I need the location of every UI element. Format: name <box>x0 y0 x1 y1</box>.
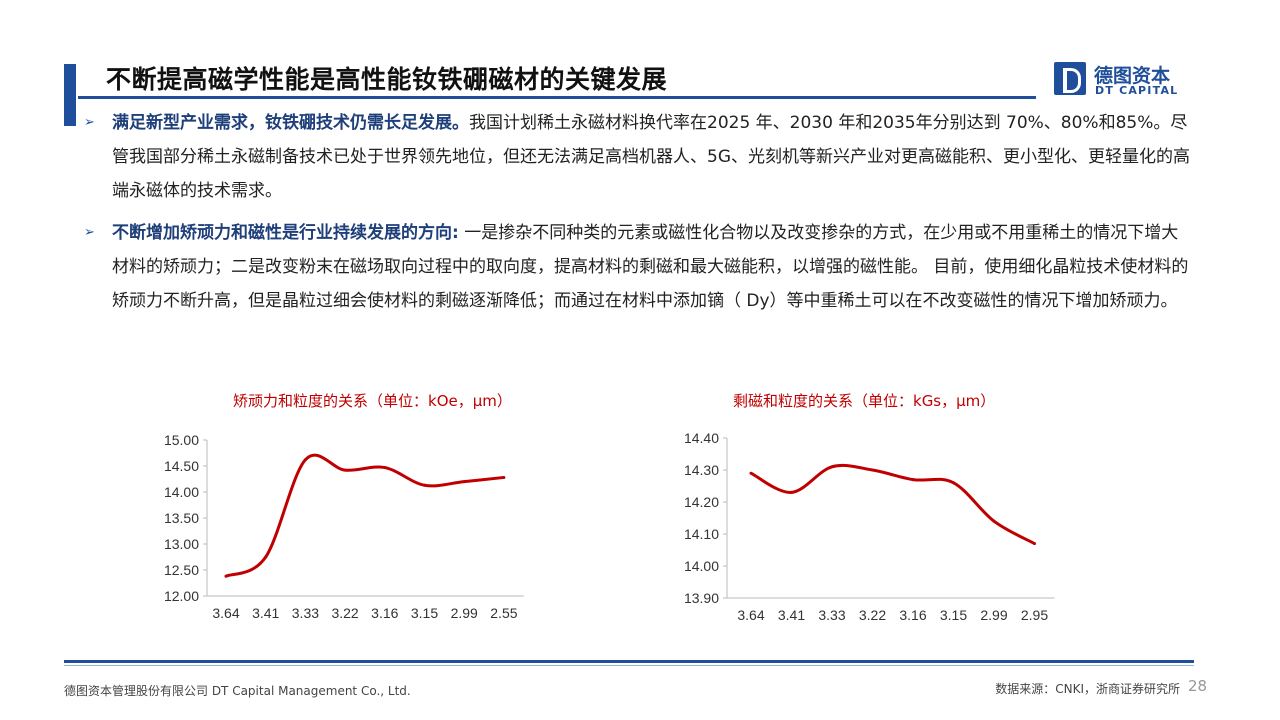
x-tick-label: 2.99 <box>451 605 478 621</box>
title-accent-bar <box>64 64 76 126</box>
page-title: 不断提高磁学性能是高性能钕铁硼磁材的关键发展 <box>106 65 668 94</box>
company-logo: 德图资本 DT CAPITAL <box>1054 60 1184 100</box>
x-tick-label: 3.41 <box>778 607 805 623</box>
series-line <box>750 463 1036 545</box>
y-tick-label: 13.50 <box>164 510 199 526</box>
coercivity-line-chart: 12.00 12.50 13.00 13.50 14.00 14.50 15.00 3.64 3… <box>164 432 524 621</box>
data-point <box>343 468 347 472</box>
footer-divider <box>64 660 1194 663</box>
data-point <box>911 478 915 482</box>
y-tick-label: 14.00 <box>164 484 199 500</box>
x-tick-label: 3.16 <box>371 605 398 621</box>
y-tick-label: 12.00 <box>164 588 199 604</box>
y-tick-label: 14.40 <box>684 430 719 446</box>
y-tick-label: 13.90 <box>684 590 719 606</box>
y-tick-label: 12.50 <box>164 562 199 578</box>
logo-text-cn: 德图资本 <box>1094 65 1171 87</box>
bullet-body: 我国计划稀土永磁材料换代率在2025 年、2030 年和2035年分别达到 70… <box>112 113 1190 201</box>
x-tick-label: 2.55 <box>490 605 517 621</box>
data-point <box>423 483 426 487</box>
y-tick-label: 14.50 <box>164 458 199 474</box>
data-point <box>303 458 307 462</box>
data-point <box>383 466 387 470</box>
x-tick-label: 3.15 <box>411 605 438 621</box>
data-point <box>871 468 874 472</box>
arrow-bullet-icon: ➢ <box>84 115 95 130</box>
bullet-heading: 满足新型产业需求，钕铁硼技术仍需长足发展。 <box>112 113 469 133</box>
x-tick-label: 3.22 <box>859 607 886 623</box>
chart-title-remanence: 剩磁和粒度的关系（单位：kGs，μm） <box>733 392 996 410</box>
data-point <box>264 555 268 559</box>
y-tick-label: 14.10 <box>684 526 719 542</box>
x-tick-label: 3.16 <box>899 607 926 623</box>
data-point <box>224 574 228 578</box>
x-tick-label: 2.95 <box>1021 607 1048 623</box>
page-number: 28 <box>1188 677 1208 695</box>
y-tick-label: 15.00 <box>164 432 199 448</box>
data-point <box>502 475 506 479</box>
y-tick-label: 13.00 <box>164 536 199 552</box>
logo-text-en: DT CAPITAL <box>1095 84 1179 97</box>
data-point <box>749 471 753 475</box>
chart-title-coercivity: 矫顽力和粒度的关系（单位：kOe，μm） <box>233 392 512 410</box>
x-tick-label: 3.41 <box>252 605 279 621</box>
data-point <box>830 465 834 469</box>
y-tick-label: 14.30 <box>684 462 719 478</box>
y-tick-label: 14.00 <box>684 558 719 574</box>
footer-source: 数据来源：CNKI，浙商证券研究所 <box>995 682 1180 696</box>
x-tick-label: 2.99 <box>980 607 1007 623</box>
data-point <box>952 481 955 485</box>
x-tick-label: 3.33 <box>818 607 845 623</box>
arrow-bullet-icon: ➢ <box>84 225 95 240</box>
y-tick-label: 14.20 <box>684 494 719 510</box>
x-tick-label: 3.22 <box>331 605 358 621</box>
remanence-line-chart: 13.90 14.00 14.10 14.20 14.30 14.40 3.64 3.41 3.… <box>684 430 1055 623</box>
x-tick-label: 3.15 <box>940 607 967 623</box>
x-tick-label: 3.33 <box>292 605 319 621</box>
logo-d-icon <box>1054 62 1086 95</box>
data-point <box>790 490 793 494</box>
data-point <box>992 519 996 523</box>
title-underline <box>78 96 1036 99</box>
footer-company: 德图资本管理股份有限公司 DT Capital Management Co., … <box>64 684 411 698</box>
footer-divider-thin <box>64 665 1194 666</box>
x-tick-label: 3.64 <box>737 607 764 623</box>
bullet-paragraph-1: ➢ 满足新型产业需求，钕铁硼技术仍需长足发展。我国计划稀土永磁材料换代率在202… <box>84 106 1194 208</box>
bullet-paragraph-2: ➢ 不断增加矫顽力和磁性是行业持续发展的方向: 一是掺杂不同种类的元素或磁性化合… <box>84 216 1194 318</box>
bullet-heading: 不断增加矫顽力和磁性是行业持续发展的方向: <box>112 223 459 243</box>
series-line <box>225 453 505 578</box>
x-tick-label: 3.64 <box>212 605 239 621</box>
bullet-body: 一是掺杂不同种类的元素或磁性化合物以及改变掺杂的方式，在少用或不用重稀土的情况下… <box>112 223 1189 311</box>
data-point <box>462 480 466 484</box>
data-point <box>1033 542 1036 546</box>
